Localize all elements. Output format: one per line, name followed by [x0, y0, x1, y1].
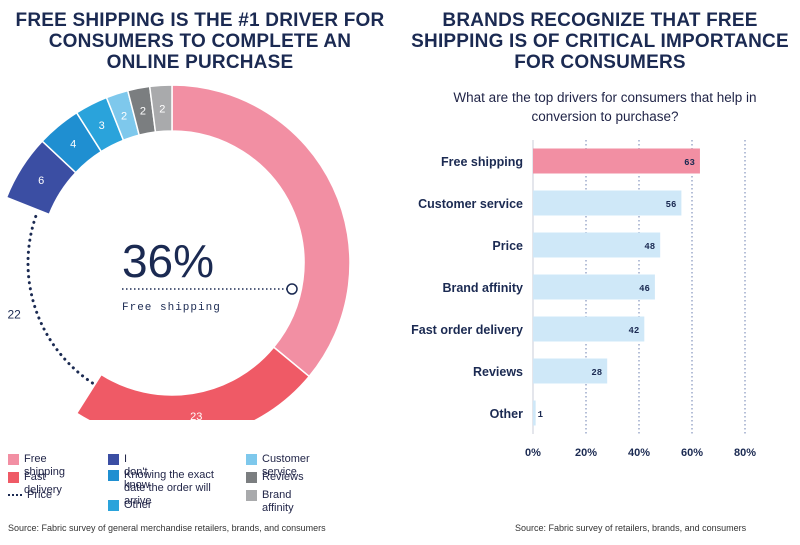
bar-other — [533, 400, 536, 426]
bar-customer-service — [533, 190, 682, 216]
bar-value-label: 28 — [591, 368, 602, 378]
category-label: Price — [492, 239, 523, 253]
legend-label: Fast delivery — [24, 471, 62, 496]
legend-swatch — [8, 489, 22, 500]
legend-label: Reviews — [262, 471, 304, 483]
legend-swatch — [246, 472, 257, 483]
category-label: Reviews — [473, 365, 523, 379]
bar-value-label: 48 — [644, 242, 655, 252]
legend-item-fast-delivery: Fast delivery — [8, 471, 62, 497]
legend-label: I don't know — [124, 453, 150, 491]
legend-swatch — [246, 490, 257, 501]
x-tick-label: 80% — [734, 447, 756, 459]
x-tick-label: 0% — [525, 447, 541, 459]
legend-swatch — [108, 454, 119, 465]
bar-chart: Free shipping Customer service Price Brand … — [411, 140, 756, 459]
legend-label: Other — [124, 499, 152, 511]
legend-label: Price — [27, 489, 53, 501]
legend-swatch — [246, 454, 257, 465]
bar-value-label: 46 — [639, 284, 650, 294]
legend-item-other: Other — [108, 499, 152, 512]
legend-item-free-shipping: Free shipping — [8, 453, 65, 479]
category-label: Free shipping — [441, 155, 523, 169]
slice-label-other: 3 — [99, 120, 105, 132]
category-label: Other — [490, 407, 523, 421]
left-chart-title: FREE SHIPPING IS THE #1 DRIVER FOR CONSU… — [15, 10, 385, 73]
category-label: Fast order delivery — [411, 323, 523, 337]
legend-swatch — [108, 500, 119, 511]
legend-item-reviews: Reviews — [246, 471, 304, 484]
legend-item-i-don-t-know: I don't know — [108, 453, 150, 492]
slice-label-i-don-t-know: 6 — [38, 175, 44, 187]
bar-brand-affinity — [533, 274, 655, 300]
bar-value-label: 63 — [684, 158, 695, 168]
right-panel: BRANDS RECOGNIZE THAT FREE SHIPPING IS O… — [400, 0, 800, 545]
slice-label-knowing-the-exact-date-the-order-will-arrive: 4 — [70, 139, 76, 151]
slice-label-customer-service: 2 — [121, 111, 127, 123]
legend-item-brand-affinity: Brand affinity — [246, 489, 294, 515]
left-source: Source: Fabric survey of general merchan… — [8, 523, 326, 533]
right-source: Source: Fabric survey of retailers, bran… — [515, 523, 747, 533]
right-chart-subtitle: What are the top drivers for consumers t… — [453, 90, 757, 124]
right-chart-title: BRANDS RECOGNIZE THAT FREE SHIPPING IS O… — [411, 10, 789, 73]
slice-label-reviews: 2 — [140, 106, 146, 118]
legend-item-price: Price — [8, 489, 52, 502]
legend-label: Knowing the exact date the order will ar… — [124, 469, 214, 507]
legend-label: Free shipping — [24, 453, 65, 478]
legend-item-knowing-the-exact-date-the-order-will-arrive: Knowing the exact date the order will ar… — [108, 469, 228, 508]
slice-label-price: 22 — [7, 307, 21, 321]
x-tick-label: 40% — [628, 447, 650, 459]
left-panel: FREE SHIPPING IS THE #1 DRIVER FOR CONSU… — [5, 10, 385, 533]
category-label: Brand affinity — [442, 281, 523, 295]
legend-item-customer-service: Customer service — [246, 453, 310, 479]
bar-value-label: 1 — [538, 410, 544, 420]
legend-swatch — [8, 472, 19, 483]
center-value: 36% — [122, 235, 214, 287]
bar-value-label: 56 — [666, 200, 677, 210]
slice-label-fast-delivery: 23 — [190, 411, 202, 420]
center-label: Free shipping — [122, 302, 221, 314]
center-leader-marker — [286, 283, 298, 295]
bar-fast-order-delivery — [533, 316, 645, 342]
slice-label-brand-affinity: 2 — [159, 103, 165, 115]
slice-brand-affinity — [148, 84, 173, 133]
slice-price — [26, 211, 94, 385]
legend-swatch — [108, 470, 119, 481]
legend-swatch — [8, 454, 19, 465]
legend-label: Customer service — [262, 453, 310, 478]
bar-price — [533, 232, 661, 258]
bar-value-label: 42 — [628, 326, 639, 336]
bar-reviews — [533, 358, 608, 384]
x-tick-label: 20% — [575, 447, 597, 459]
category-label: Customer service — [418, 197, 523, 211]
legend-label: Brand affinity — [262, 489, 294, 514]
slice-fast-delivery — [75, 346, 311, 420]
x-tick-label: 60% — [681, 447, 703, 459]
slice-free-shipping — [171, 84, 351, 378]
bar-free-shipping — [533, 148, 700, 174]
